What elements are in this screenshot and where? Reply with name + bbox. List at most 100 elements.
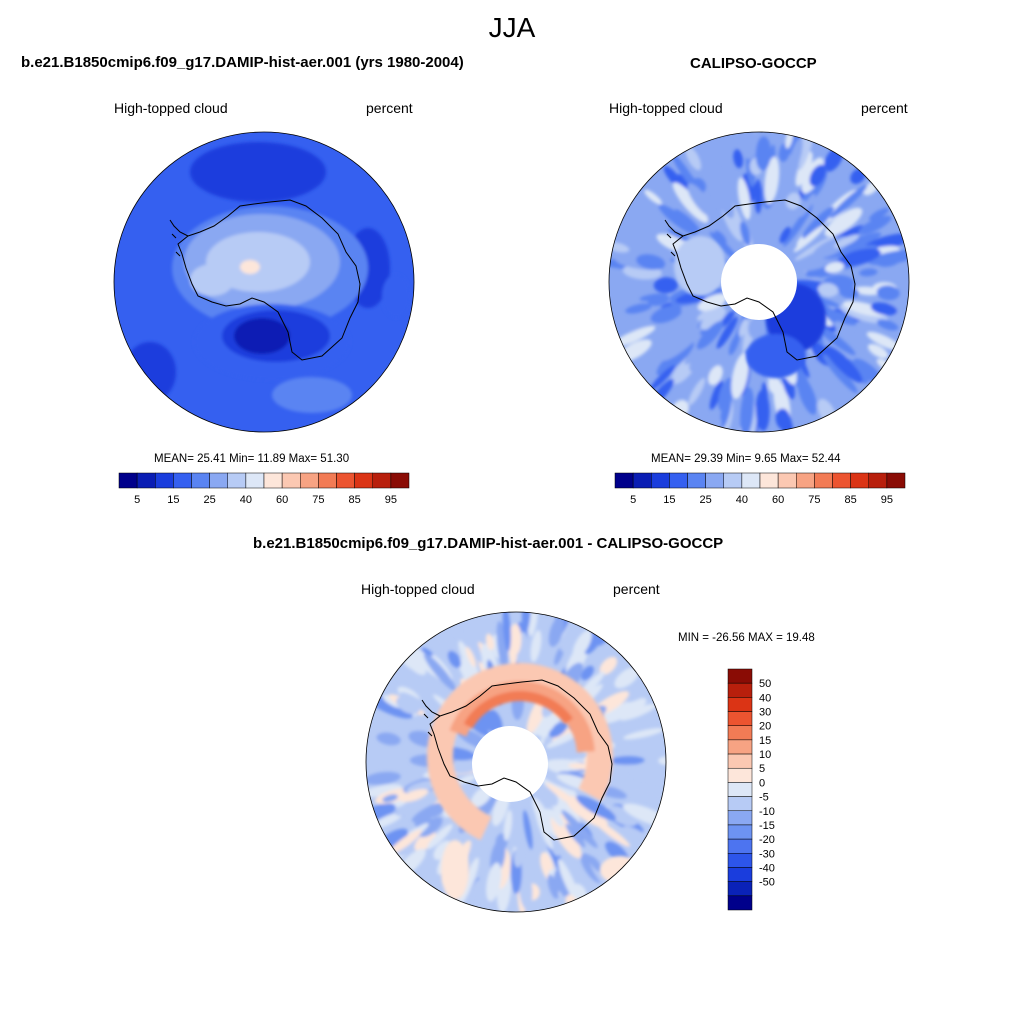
panel2-colorbar-swatch: [632, 472, 652, 489]
panel1-colorbar-swatch: [245, 472, 265, 489]
panel2-colorbar-swatch: [777, 472, 797, 489]
panel2-colorbar-tick-label: 95: [881, 494, 893, 506]
panel1-colorbar-swatch: [118, 472, 138, 489]
panel1-colorbar-swatch: [155, 472, 174, 489]
panel1-colorbar-swatch: [209, 472, 228, 489]
panel1-colorbar-tick-label: 15: [167, 494, 179, 506]
panel3-units-label: percent: [613, 581, 660, 597]
panel2-colorbar-swatch: [741, 472, 761, 489]
panel1-colorbar-tick-label: 95: [385, 494, 397, 506]
panel2-antarctica-coastline: [672, 199, 856, 361]
panel1-stats: MEAN= 25.41 Min= 11.89 Max= 51.30: [154, 453, 350, 465]
panel1-colorbar-swatch: [372, 472, 392, 489]
panel1-units-label: percent: [366, 100, 413, 116]
panel3-colorbar-tick-label: -15: [759, 820, 775, 832]
panel2-colorbar-tick-label: 15: [663, 494, 675, 506]
panel3-colorbar-swatch: [727, 796, 753, 812]
panel3-colorbar-tick-label: 20: [759, 721, 771, 733]
panel1-colorbar-swatch: [263, 472, 283, 489]
panel3-colorbar-tick-label: 10: [759, 749, 771, 761]
panel2-stats: MEAN= 29.39 Min= 9.65 Max= 52.44: [651, 453, 841, 465]
panel1-colorbar-tick-label: 75: [312, 494, 324, 506]
panel2-colorbar-swatch: [705, 472, 724, 489]
panel1-colorbar-swatch: [281, 472, 301, 489]
panel3-colorbar-swatch: [727, 668, 753, 684]
panel1-colorbar-swatch: [336, 472, 355, 489]
panel3-colorbar-swatch: [727, 867, 753, 882]
panel3-antarctica-coastline: [429, 679, 613, 841]
panel1-colorbar-tick-label: 5: [134, 494, 140, 506]
panel3-colorbar-swatch: [727, 697, 753, 712]
panel1-map: [113, 131, 415, 433]
panel2-colorbar-tick-label: 85: [845, 494, 857, 506]
panel3-colorbar-tick-label: 30: [759, 707, 771, 719]
panel3-colorbar-tick-label: -50: [759, 877, 775, 889]
panel3-colorbar-swatch: [727, 853, 753, 868]
panel1-antarctica-coastline: [177, 199, 361, 361]
panel3-colorbar-swatch: [727, 810, 753, 826]
panel3-colorbar-swatch: [727, 682, 753, 698]
panel2-colorbar-swatch: [651, 472, 670, 489]
panel1-colorbar-swatch: [300, 472, 319, 489]
panel1-colorbar-swatch: [318, 472, 337, 489]
panel3-colorbar-swatch: [727, 782, 753, 797]
panel1-colorbar-swatch: [173, 472, 192, 489]
panel2-units-label: percent: [861, 100, 908, 116]
panel1-colorbar-swatch: [227, 472, 247, 489]
panel1-colorbar-swatch: [354, 472, 373, 489]
panel2-colorbar-swatch: [796, 472, 815, 489]
panel2-colorbar-tick-label: 60: [772, 494, 784, 506]
panel3-colorbar-swatch: [727, 824, 753, 840]
panel3-colorbar-tick-label: 0: [759, 777, 765, 789]
panel2-colorbar-swatch: [814, 472, 833, 489]
panel3-colorbar-tick-label: -30: [759, 848, 775, 860]
panel3-peninsula-coastline: [421, 699, 441, 737]
panel2-colorbar-swatch: [669, 472, 688, 489]
panel2-colorbar: 5 15 25 40 60 75 85 95: [614, 472, 906, 506]
panel2-colorbar-swatch: [614, 472, 634, 489]
panel2-colorbar-swatch: [723, 472, 743, 489]
panel2-colorbar-swatch: [850, 472, 869, 489]
panel3-colorbar-tick-label: 15: [759, 735, 771, 747]
panel3-colorbar-swatch: [727, 838, 753, 854]
panel1-colorbar-tick-label: 85: [349, 494, 361, 506]
panel3-title: b.e21.B1850cmip6.f09_g17.DAMIP-hist-aer.…: [253, 535, 724, 552]
panel1-colorbar-tick-label: 40: [240, 494, 252, 506]
panel1-colorbar-swatch: [390, 472, 410, 489]
panel1-variable-label: High-topped cloud: [114, 100, 228, 116]
panel3-colorbar-swatch: [727, 725, 753, 741]
panel3-colorbar-tick-label: 50: [759, 678, 771, 690]
panel3-stats: MIN = -26.56 MAX = 19.48: [678, 632, 815, 644]
panel3-colorbar-swatch: [727, 895, 753, 911]
panel2-colorbar-tick-label: 40: [736, 494, 748, 506]
panel3-colorbar-swatch: [727, 881, 753, 897]
panel1-colorbar-swatch: [136, 472, 156, 489]
panel3-colorbar-swatch: [727, 767, 753, 783]
panel1-colorbar: 5 15 25 40 60 75 85 95: [118, 472, 410, 506]
panel2-colorbar-swatch: [687, 472, 706, 489]
panel3-colorbar-tick-label: 5: [759, 763, 765, 775]
panel3-variable-label: High-topped cloud: [361, 581, 475, 597]
panel2-colorbar-tick-label: 75: [808, 494, 820, 506]
panel1-colorbar-tick-label: 25: [204, 494, 216, 506]
panel2-title: CALIPSO-GOCCP: [690, 55, 817, 72]
panel1-colorbar-tick-label: 60: [276, 494, 288, 506]
panel1-colorbar-swatch: [191, 472, 210, 489]
panel3-map: [365, 611, 667, 913]
panel3-colorbar-swatch: [727, 711, 753, 726]
panel2-map: [608, 131, 910, 433]
panel3-colorbar-tick-label: -10: [759, 806, 775, 818]
panel2-colorbar-swatch: [868, 472, 888, 489]
panel3-colorbar-tick-label: -20: [759, 834, 775, 846]
panel2-variable-label: High-topped cloud: [609, 100, 723, 116]
panel2-colorbar-swatch: [759, 472, 779, 489]
panel1-title: b.e21.B1850cmip6.f09_g17.DAMIP-hist-aer.…: [21, 54, 464, 71]
figure-title: JJA: [488, 12, 536, 43]
panel3-colorbar-swatch: [727, 753, 753, 769]
panel2-colorbar-swatch: [886, 472, 906, 489]
panel2-peninsula-coastline: [664, 219, 684, 257]
panel1-peninsula-coastline: [169, 219, 189, 257]
panel2-colorbar-tick-label: 25: [700, 494, 712, 506]
